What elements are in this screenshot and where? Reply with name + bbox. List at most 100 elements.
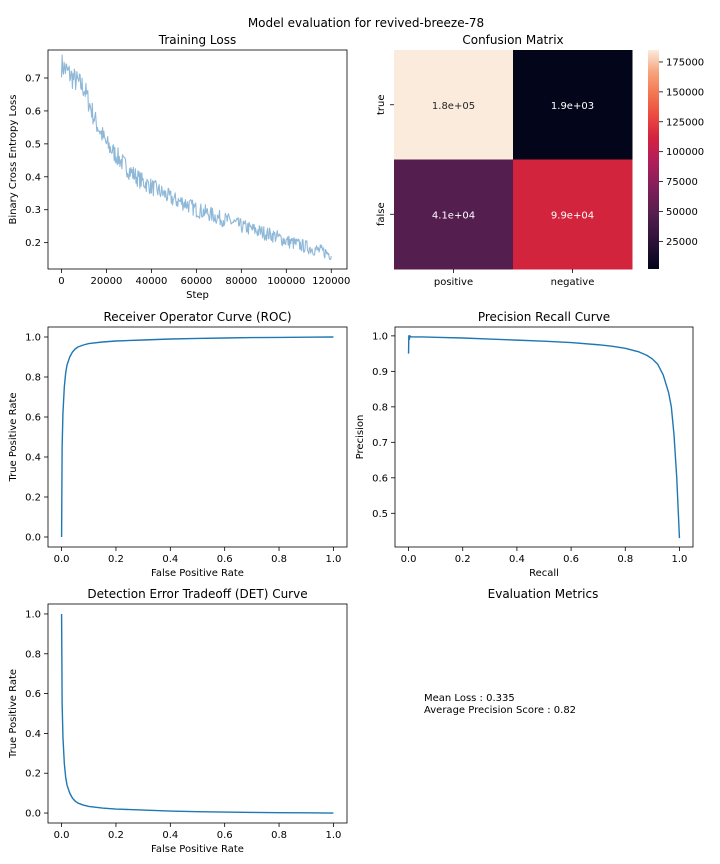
pr-xtick-label: 0.0 (401, 554, 417, 565)
roc-ytick-label: 0.8 (25, 373, 41, 384)
confusion-col-label: negative (551, 277, 595, 288)
pr-xtick-label: 1.0 (672, 554, 688, 565)
confusion-matrix-panel: Confusion Matrix 1.8e+05 1.9e+03 4.1e+04 9.9… (376, 33, 704, 288)
roc-xtick-label: 0.4 (162, 554, 178, 565)
pr-ytick-label: 0.6 (372, 473, 388, 484)
confusion-cell (513, 50, 633, 160)
confusion-cell (394, 159, 514, 270)
metric-mean-loss: Mean Loss : 0.335 (424, 693, 515, 704)
pr-xlabel: Recall (529, 568, 559, 579)
roc-title: Receiver Operator Curve (ROC) (104, 310, 292, 324)
confusion-cell (394, 50, 514, 160)
loss-axes-frame (47, 49, 348, 270)
colorbar (648, 50, 659, 269)
loss-xtick-label: 40000 (136, 276, 168, 287)
loss-xtick-label: 20000 (91, 276, 123, 287)
loss-ytick-label: 0.3 (25, 205, 41, 216)
det-xtick-label: 0.2 (108, 830, 124, 841)
loss-ytick-label: 0.2 (25, 238, 41, 249)
roc-axes-frame (47, 326, 348, 548)
det-ytick-label: 0.8 (25, 649, 41, 660)
roc-ytick-label: 0.6 (25, 413, 41, 424)
loss-ytick-label: 0.6 (25, 106, 41, 117)
roc-ytick-label: 0.4 (25, 453, 41, 464)
confusion-row-label: true (376, 94, 387, 115)
det-title: Detection Error Tradeoff (DET) Curve (87, 587, 307, 601)
det-xtick-label: 0.6 (217, 830, 233, 841)
det-xlabel: False Positive Rate (151, 844, 244, 855)
colorbar-tick-label: 100000 (666, 147, 704, 158)
det-xtick-label: 0.0 (54, 830, 70, 841)
det-ytick-label: 0.2 (25, 769, 41, 780)
colorbar-tick-label: 75000 (666, 177, 698, 188)
colorbar-tick-label: 25000 (666, 237, 698, 248)
confusion-cell-label: 9.9e+04 (551, 210, 594, 221)
loss-xtick-label: 100000 (267, 276, 305, 287)
roc-xtick-label: 0.2 (108, 554, 124, 565)
det-xtick-label: 1.0 (325, 830, 341, 841)
loss-ytick-label: 0.4 (25, 172, 41, 183)
loss-ytick-label: 0.7 (25, 73, 41, 84)
det-series-line (60, 613, 334, 814)
loss-xtick-label: 80000 (225, 276, 257, 287)
loss-title: Training Loss (158, 33, 236, 47)
metric-average-precision: Average Precision Score : 0.82 (424, 705, 576, 716)
pr-xtick-label: 0.4 (509, 554, 525, 565)
det-ytick-label: 1.0 (25, 609, 41, 620)
roc-panel: Receiver Operator Curve (ROC) 0.0 0.2 0.4 0.… (8, 310, 348, 579)
metrics-title: Evaluation Metrics (488, 587, 599, 601)
det-ytick-label: 0.0 (25, 809, 41, 820)
pr-ytick-label: 0.9 (372, 367, 388, 378)
colorbar-tick-label: 50000 (666, 207, 698, 218)
loss-series-line (60, 54, 332, 261)
pr-xtick-label: 0.2 (455, 554, 471, 565)
pr-title: Precision Recall Curve (478, 310, 610, 324)
loss-xtick-label: 120000 (312, 276, 350, 287)
roc-xtick-label: 0.8 (271, 554, 287, 565)
loss-xtick-label: 0 (58, 276, 64, 287)
roc-ytick-label: 0.2 (25, 493, 41, 504)
pr-ylabel: Precision (355, 415, 366, 460)
training-loss-panel: Training Loss 0 20000 40000 60000 80000 100000… (8, 33, 350, 301)
confusion-title: Confusion Matrix (462, 33, 563, 47)
roc-xtick-label: 0.0 (54, 554, 70, 565)
pr-xtick-label: 0.8 (617, 554, 633, 565)
det-ytick-label: 0.6 (25, 689, 41, 700)
det-panel: Detection Error Tradeoff (DET) Curve 0.0 0… (8, 587, 348, 855)
roc-ytick-label: 0.0 (25, 533, 41, 544)
roc-series-line (60, 336, 334, 538)
colorbar-tick-label: 175000 (666, 57, 704, 68)
confusion-cell-label: 1.8e+05 (432, 101, 475, 112)
confusion-col-label: positive (434, 277, 473, 288)
confusion-row-label: false (376, 202, 387, 226)
figure-title: Model evaluation for revived-breeze-78 (248, 16, 484, 30)
loss-xlabel: Step (186, 290, 209, 301)
loss-ytick-label: 0.5 (25, 139, 41, 150)
det-ytick-label: 0.4 (25, 729, 41, 740)
evaluation-metrics-panel: Evaluation Metrics Mean Loss : 0.335 Ave… (424, 587, 598, 716)
roc-ylabel: True Positive Rate (8, 392, 19, 482)
pr-ytick-label: 0.5 (372, 509, 388, 520)
pr-axes-frame (394, 326, 694, 548)
loss-xtick-label: 60000 (180, 276, 212, 287)
pr-ytick-label: 0.8 (372, 402, 388, 413)
roc-xlabel: False Positive Rate (151, 568, 244, 579)
pr-ytick-label: 0.7 (372, 438, 388, 449)
colorbar-tick-label: 150000 (666, 87, 704, 98)
det-ylabel: True Positive Rate (8, 669, 19, 759)
roc-xtick-label: 0.6 (217, 554, 233, 565)
det-xtick-label: 0.8 (271, 830, 287, 841)
roc-xtick-label: 1.0 (325, 554, 341, 565)
pr-series-line (407, 335, 681, 539)
confusion-cell-label: 4.1e+04 (432, 210, 475, 221)
loss-ylabel: Binary Cross Entropy Loss (8, 95, 19, 225)
confusion-cell-label: 1.9e+03 (551, 101, 594, 112)
colorbar-tick-label: 125000 (666, 117, 704, 128)
roc-ytick-label: 1.0 (25, 333, 41, 344)
confusion-cell (513, 159, 633, 270)
det-axes-frame (47, 603, 348, 824)
precision-recall-panel: Precision Recall Curve 0.0 0.2 0.4 0.6 0.8 1.0… (355, 310, 694, 579)
pr-xtick-label: 0.6 (563, 554, 579, 565)
det-xtick-label: 0.4 (162, 830, 178, 841)
